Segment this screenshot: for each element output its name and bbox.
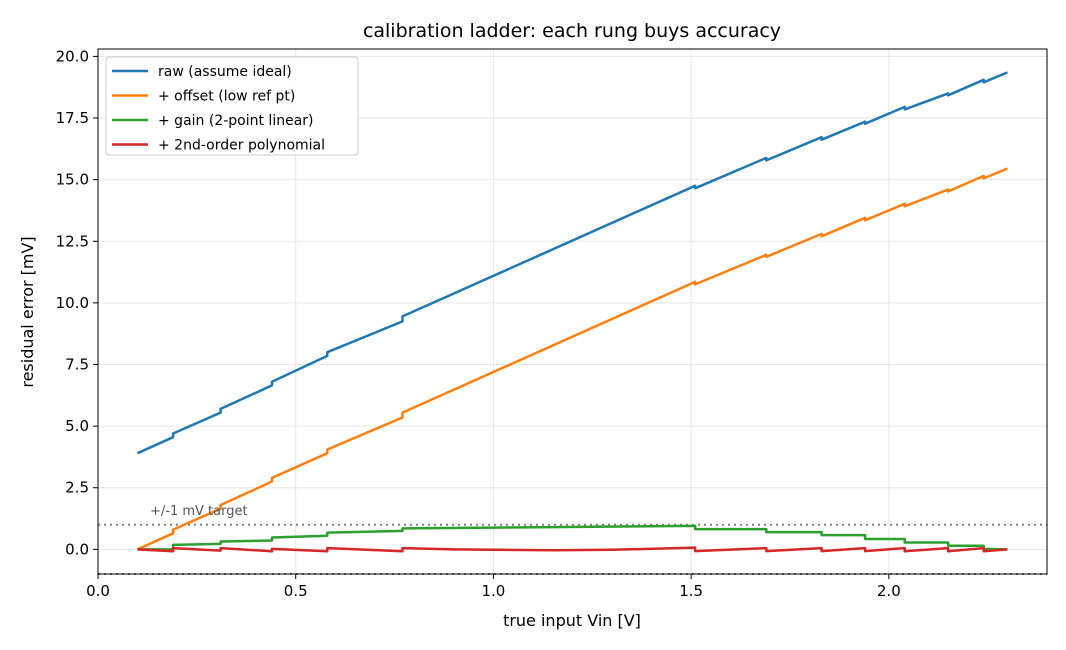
- plot-frame: [97, 48, 1048, 575]
- y-tick-label: 7.5: [65, 355, 89, 373]
- y-tick-label: 12.5: [56, 232, 89, 250]
- y-tick-label: 5.0: [65, 417, 89, 435]
- legend: raw (assume ideal) + offset (low ref pt) +…: [105, 56, 359, 156]
- series-layer: [136, 71, 1008, 553]
- x-tick-label: 1.5: [679, 582, 703, 600]
- x-tick-label: 0.0: [86, 582, 110, 600]
- y-tick-label: 20.0: [56, 47, 89, 65]
- y-axis-label: residual error [mV]: [18, 236, 37, 387]
- x-tick-label: 0.5: [284, 582, 308, 600]
- y-tick-label: 17.5: [56, 109, 89, 127]
- x-tick-label: 2.0: [877, 582, 901, 600]
- x-tick-label: 1.0: [481, 582, 505, 600]
- legend-label: + gain (2-point linear): [158, 113, 314, 129]
- x-axis: 0.0 0.5 1.0 1.5 2.0: [86, 574, 901, 600]
- series-line-3: [137, 524, 1008, 551]
- series-line-1: [136, 71, 1008, 455]
- x-axis-label: true input Vin [V]: [503, 611, 641, 630]
- legend-label: raw (assume ideal): [158, 64, 292, 80]
- series-line-2: [136, 167, 1008, 551]
- y-tick-label: 2.5: [65, 479, 89, 497]
- chart-title: calibration ladder: each rung buys accur…: [363, 20, 781, 42]
- legend-label: + 2nd-order polynomial: [158, 138, 325, 154]
- y-axis: 0.0 2.5 5.0 7.5 10.0 12.5 15.0 17.5 20.0: [56, 47, 98, 558]
- legend-label: + offset (low ref pt): [158, 89, 295, 105]
- y-tick-label: 10.0: [56, 294, 89, 312]
- y-tick-label: 15.0: [56, 171, 89, 189]
- y-tick-label: 0.0: [65, 540, 89, 558]
- legend-box: [105, 56, 359, 156]
- series-line-4: [137, 546, 1008, 553]
- target-annotation: +/-1 mV target: [150, 504, 248, 519]
